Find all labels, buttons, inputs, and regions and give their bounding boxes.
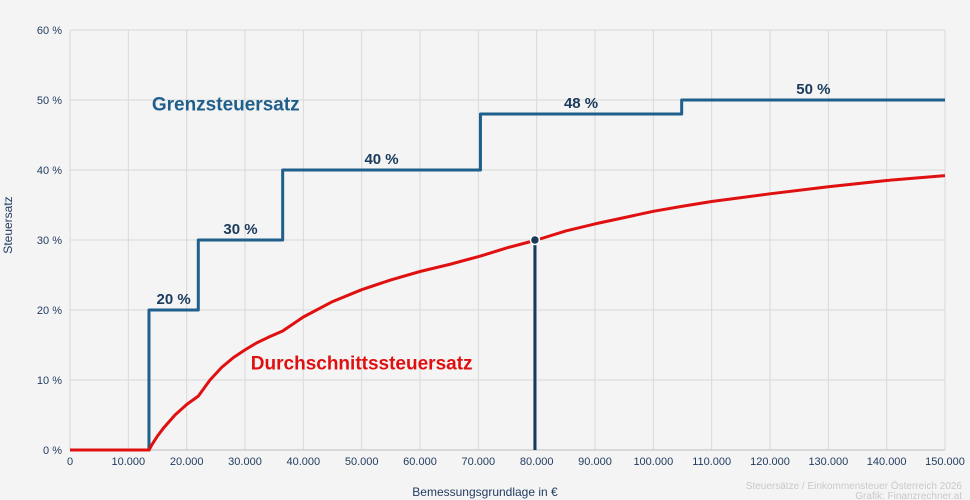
bracket-label: 50 % (796, 81, 830, 98)
bracket-label: 20 % (157, 291, 191, 308)
y-tick-label: 40 % (37, 165, 62, 177)
y-tick-label: 10 % (37, 375, 62, 387)
x-tick-label: 90.000 (578, 456, 612, 468)
credit-line-1: Steuersätze / Einkommensteuer Österreich… (746, 480, 963, 492)
x-tick-label: 40.000 (287, 456, 321, 468)
x-tick-label: 60.000 (403, 456, 437, 468)
grenzsteuersatz-label: Grenzsteuersatz (152, 95, 300, 116)
y-axis-title: Steuersatz (1, 196, 15, 253)
y-tick-label: 60 % (37, 25, 62, 37)
x-tick-label: 110.000 (692, 456, 731, 468)
credit-line-2: Grafik: Finanzrechner.at (855, 491, 962, 500)
y-tick-label: 50 % (37, 95, 62, 107)
x-tick-label: 70.000 (462, 456, 496, 468)
x-tick-label: 130.000 (808, 456, 848, 468)
x-tick-label: 0 (67, 456, 73, 468)
x-tick-label: 140.000 (867, 456, 907, 468)
x-tick-label: 100.000 (633, 456, 673, 468)
series-line-grenzsteuersatz (70, 98, 945, 452)
durchschnittssteuersatz-label: Durchschnittssteuersatz (251, 354, 473, 375)
x-tick-label: 120.000 (750, 456, 790, 468)
bracket-label: 48 % (564, 95, 598, 112)
y-tick-label: 30 % (37, 235, 62, 247)
x-tick-label: 30.000 (228, 456, 262, 468)
marker-point (529, 234, 541, 246)
axes: 0 10.000 20.000 30.000 40.000 50.000 60.000 70.… (37, 25, 965, 468)
series-line-durchschnittssteuersatz (70, 174, 946, 452)
y-tick-label: 0 % (43, 445, 62, 457)
x-tick-label: 150.000 (925, 456, 965, 468)
x-tick-label: 80.000 (520, 456, 554, 468)
x-axis-title: Bemessungsgrundlage in € (412, 485, 558, 499)
series (70, 98, 946, 452)
x-tick-label: 10.000 (112, 456, 146, 468)
x-tick-label: 20.000 (170, 456, 204, 468)
bracket-label: 40 % (364, 151, 398, 168)
bracket-label: 30 % (223, 221, 257, 238)
x-tick-label: 50.000 (345, 456, 379, 468)
labels: 20 % 30 % 40 % 48 % 50 % Grenzsteuersatz Durch… (152, 81, 831, 375)
y-tick-label: 20 % (37, 305, 62, 317)
